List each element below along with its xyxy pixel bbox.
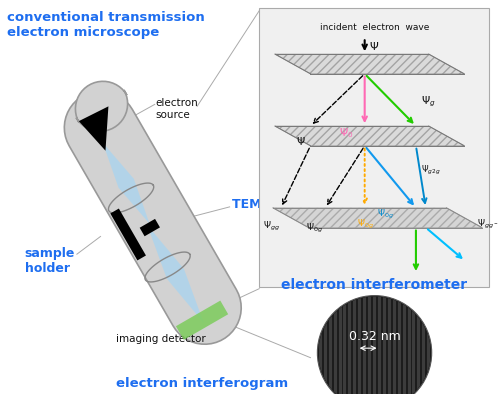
Bar [314, 296, 317, 397]
Text: $\Psi_0$: $\Psi_0$ [339, 126, 353, 140]
FancyBboxPatch shape [259, 8, 489, 287]
Bar [378, 296, 381, 397]
Circle shape [317, 296, 432, 397]
Bar [373, 296, 376, 397]
Bar [427, 296, 430, 397]
Bar [403, 296, 406, 397]
Bar [412, 296, 415, 397]
Bar [334, 296, 337, 397]
Bar [339, 296, 342, 397]
Text: sample
holder: sample holder [25, 247, 75, 275]
Text: $\Psi_{gg^-}$: $\Psi_{gg^-}$ [477, 218, 498, 231]
Polygon shape [64, 91, 241, 344]
Bar [348, 296, 351, 397]
Bar [324, 296, 327, 397]
Text: $\Psi_{0g}$: $\Psi_{0g}$ [357, 218, 374, 231]
Bar [417, 296, 420, 397]
Polygon shape [103, 143, 150, 224]
Bar [393, 296, 396, 397]
Bar [432, 296, 435, 397]
Bar [329, 296, 332, 397]
Text: TEM grid: TEM grid [231, 198, 294, 212]
Text: incident  electron  wave: incident electron wave [320, 23, 429, 32]
Text: $\Psi$: $\Psi$ [369, 40, 379, 52]
Polygon shape [79, 106, 108, 151]
Bar [309, 296, 312, 397]
Text: $\Psi_{gg}$: $\Psi_{gg}$ [263, 220, 280, 233]
Polygon shape [147, 225, 204, 323]
Bar [344, 296, 347, 397]
Bar [422, 296, 425, 397]
Text: $\Psi_{0g}$: $\Psi_{0g}$ [306, 222, 323, 235]
Text: electron
source: electron source [156, 98, 198, 120]
Polygon shape [110, 208, 146, 260]
Bar [442, 296, 445, 397]
Polygon shape [275, 54, 464, 74]
Text: 0.32 nm: 0.32 nm [349, 330, 400, 343]
Bar [383, 296, 386, 397]
Text: $\Psi_{0g}$: $\Psi_{0g}$ [377, 208, 393, 221]
Bar [388, 296, 391, 397]
Polygon shape [275, 126, 464, 146]
Polygon shape [76, 81, 128, 131]
Text: conventional transmission
electron microscope: conventional transmission electron micro… [7, 11, 204, 39]
Text: electron interferometer: electron interferometer [281, 278, 467, 292]
Text: imaging detector: imaging detector [116, 334, 206, 344]
Polygon shape [176, 301, 228, 340]
Bar [358, 296, 361, 397]
Bar [363, 296, 366, 397]
Polygon shape [140, 219, 160, 236]
Text: $\Psi_{g2g}$: $\Psi_{g2g}$ [421, 164, 440, 177]
Bar [353, 296, 356, 397]
Text: $\Psi$: $\Psi$ [296, 135, 305, 147]
Bar [437, 296, 440, 397]
Text: $\Psi_g$: $\Psi_g$ [421, 94, 435, 109]
Polygon shape [273, 208, 482, 227]
Bar [368, 296, 371, 397]
Bar [398, 296, 401, 397]
Text: electron interferogram: electron interferogram [116, 377, 288, 390]
Bar [319, 296, 322, 397]
Bar [407, 296, 410, 397]
Bar [304, 296, 307, 397]
